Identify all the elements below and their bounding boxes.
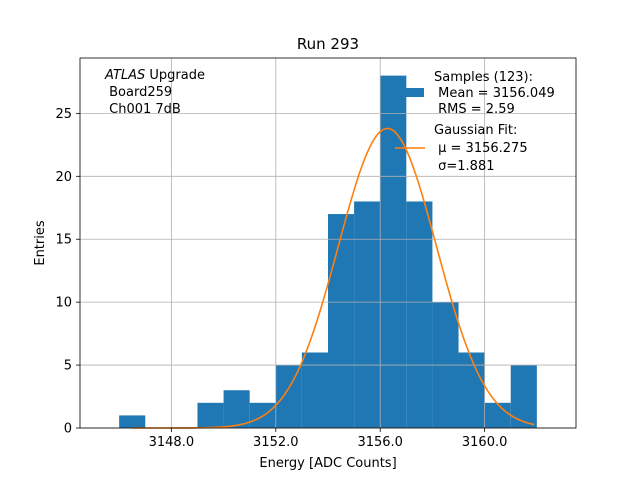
annotation-line-2: Board259 [105,85,172,100]
chart-title: Run 293 [297,35,359,53]
histogram-bar [328,214,355,428]
atlas-annotation: ATLAS Upgrade Board259 Ch001 7dB [104,68,205,117]
x-tick-label: 3160.0 [462,435,508,450]
x-tick-label: 3156.0 [357,435,403,450]
x-tick-label: 3148.0 [149,435,195,450]
legend-samples-line-3: RMS = 2.59 [434,102,515,117]
y-tick-label: 20 [55,170,72,185]
histogram-bar [380,75,407,428]
histogram-bar [301,352,328,428]
x-axis-label: Energy [ADC Counts] [259,456,396,471]
y-tick-label: 25 [55,107,72,122]
y-tick-label: 15 [55,233,72,248]
annotation-line-1: ATLAS Upgrade [104,68,205,83]
y-tick-label: 10 [55,296,72,311]
histogram-bar [197,402,224,428]
legend: Samples (123): Mean = 3156.049 RMS = 2.5… [395,70,555,174]
histogram-bar [458,352,485,428]
y-tick-label: 0 [64,422,72,437]
histogram-bar [406,201,433,428]
legend-samples-swatch [404,88,424,97]
histogram-bar [354,201,381,428]
plot-frame [79,57,577,429]
histogram-bar [223,390,250,428]
histogram-bar [275,365,302,428]
y-axis-label: Entries [33,220,48,266]
legend-samples-line-1: Samples (123): [434,70,533,85]
legend-fit-line-2: μ = 3156.275 [434,141,528,156]
histogram-bar [484,402,511,428]
histogram-bar [510,365,537,428]
x-tick-label: 3152.0 [253,435,299,450]
histogram-bar [119,415,146,428]
annotation-line-3: Ch001 7dB [105,102,181,117]
y-tick-label: 5 [64,359,72,374]
axis-ticks: 3148.0 3152.0 3156.0 3160.0 0 5 10 15 20 25 [55,107,507,450]
grid-lines [80,58,576,429]
legend-samples-line-2: Mean = 3156.049 [434,86,555,101]
legend-fit-line-1: Gaussian Fit: [434,123,517,138]
legend-fit-line-3: σ=1.881 [434,159,494,174]
